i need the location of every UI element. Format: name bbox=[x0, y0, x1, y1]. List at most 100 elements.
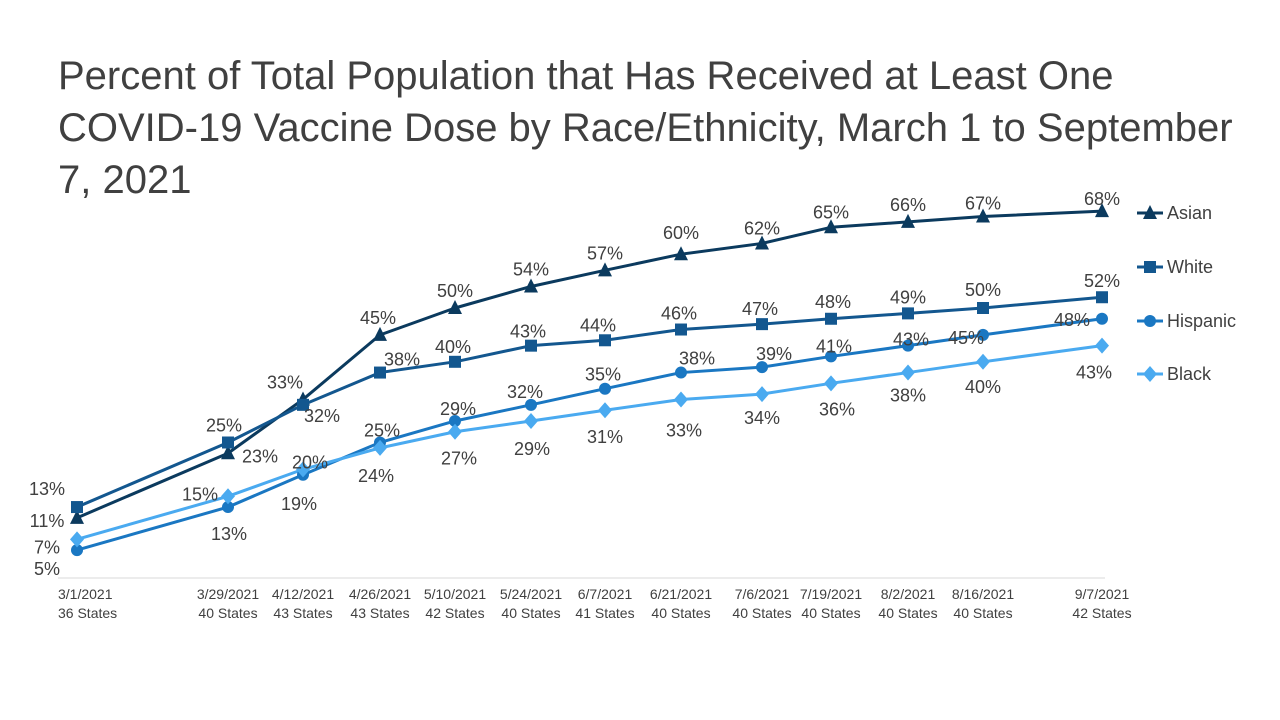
legend-label-white: White bbox=[1167, 257, 1213, 277]
data-label-hispanic: 48% bbox=[1054, 310, 1090, 330]
x-tick-label-states: 40 States bbox=[651, 605, 710, 621]
data-point-white bbox=[374, 366, 386, 379]
data-label-asian: 66% bbox=[890, 195, 926, 215]
data-point-white bbox=[675, 323, 687, 336]
data-label-asian: 57% bbox=[587, 243, 623, 263]
data-label-black: 43% bbox=[1076, 363, 1112, 383]
data-point-asian bbox=[524, 278, 538, 293]
data-point-black bbox=[598, 402, 612, 419]
data-point-hispanic bbox=[599, 382, 611, 395]
data-label-asian: 54% bbox=[513, 259, 549, 279]
x-tick-label-states: 40 States bbox=[198, 605, 257, 621]
data-point-hispanic bbox=[675, 366, 687, 379]
x-tick-label-date: 7/19/2021 bbox=[800, 586, 862, 602]
legend-marker-black bbox=[1143, 366, 1157, 382]
data-point-black bbox=[1095, 337, 1109, 354]
x-tick-label-date: 7/6/2021 bbox=[735, 586, 790, 602]
data-label-black: 38% bbox=[890, 386, 926, 406]
data-point-white bbox=[71, 501, 83, 514]
data-point-asian bbox=[373, 326, 387, 341]
data-label-hispanic: 29% bbox=[440, 399, 476, 419]
data-label-asian: 62% bbox=[744, 218, 780, 238]
data-label-white: 32% bbox=[304, 406, 340, 426]
x-tick-label-states: 40 States bbox=[801, 605, 860, 621]
data-label-white: 38% bbox=[384, 350, 420, 370]
data-point-black bbox=[824, 375, 838, 392]
data-label-hispanic: 25% bbox=[364, 421, 400, 441]
data-point-white bbox=[977, 302, 989, 314]
data-label-white: 50% bbox=[965, 280, 1001, 300]
data-point-asian bbox=[1095, 203, 1109, 218]
data-point-black bbox=[296, 461, 310, 478]
data-label-asian: 33% bbox=[267, 372, 303, 392]
data-label-asian: 45% bbox=[360, 308, 396, 328]
data-point-asian bbox=[448, 300, 462, 314]
data-point-hispanic bbox=[977, 328, 989, 341]
data-label-black: 36% bbox=[819, 399, 855, 419]
data-point-hispanic bbox=[222, 501, 234, 514]
data-label-white: 47% bbox=[742, 299, 778, 319]
data-label-asian: 23% bbox=[242, 446, 278, 466]
data-label-hispanic: 43% bbox=[893, 330, 929, 350]
data-label-white: 43% bbox=[510, 322, 546, 342]
x-tick-label-states: 36 States bbox=[58, 605, 117, 621]
x-tick-label-states: 43 States bbox=[350, 605, 409, 621]
data-point-hispanic bbox=[902, 339, 914, 352]
data-label-asian: 60% bbox=[663, 223, 699, 243]
data-point-black bbox=[70, 531, 84, 548]
data-point-white bbox=[297, 398, 309, 411]
data-label-asian: 68% bbox=[1084, 189, 1120, 209]
legend-label-hispanic: Hispanic bbox=[1167, 311, 1236, 331]
x-tick-label-date: 5/10/2021 bbox=[424, 586, 486, 602]
x-tick-label-states: 40 States bbox=[953, 605, 1012, 621]
data-label-asian: 50% bbox=[437, 281, 473, 301]
x-tick-label-states: 41 States bbox=[575, 605, 634, 621]
x-tick-label-date: 3/29/2021 bbox=[197, 586, 259, 602]
data-point-white bbox=[825, 312, 837, 325]
x-tick-label-date: 6/7/2021 bbox=[578, 586, 633, 602]
data-point-white bbox=[222, 436, 234, 449]
data-label-hispanic: 41% bbox=[816, 336, 852, 356]
data-label-hispanic: 5% bbox=[34, 559, 60, 579]
legend-label-black: Black bbox=[1167, 364, 1212, 384]
data-label-black: 15% bbox=[182, 484, 218, 504]
data-point-black bbox=[976, 353, 990, 370]
data-point-black bbox=[674, 391, 688, 408]
data-label-white: 44% bbox=[580, 315, 616, 335]
data-point-asian bbox=[976, 208, 990, 223]
data-point-hispanic bbox=[825, 350, 837, 363]
data-label-hispanic: 39% bbox=[756, 344, 792, 364]
data-label-asian: 67% bbox=[965, 194, 1001, 214]
data-label-black: 31% bbox=[587, 427, 623, 447]
data-label-black: 24% bbox=[358, 466, 394, 486]
data-point-white bbox=[449, 355, 461, 368]
data-point-asian bbox=[755, 235, 769, 250]
data-label-black: 20% bbox=[292, 452, 328, 472]
data-label-white: 25% bbox=[206, 416, 242, 436]
data-label-hispanic: 45% bbox=[948, 328, 984, 348]
chart-title: Percent of Total Population that Has Rec… bbox=[58, 54, 1233, 202]
x-tick-label-date: 6/21/2021 bbox=[650, 586, 712, 602]
legend-label-asian: Asian bbox=[1167, 203, 1212, 223]
data-point-hispanic bbox=[71, 544, 83, 557]
data-point-white bbox=[902, 307, 914, 320]
data-point-hispanic bbox=[525, 398, 537, 411]
data-point-asian bbox=[901, 213, 915, 228]
x-tick-label-states: 40 States bbox=[878, 605, 937, 621]
data-point-asian bbox=[598, 262, 612, 277]
legend-marker-white bbox=[1144, 261, 1156, 273]
data-label-black: 29% bbox=[514, 439, 550, 459]
data-label-white: 52% bbox=[1084, 271, 1120, 291]
x-tick-label-date: 5/24/2021 bbox=[500, 586, 562, 602]
legend-marker-asian bbox=[1143, 205, 1157, 219]
x-tick-label-date: 8/2/2021 bbox=[881, 586, 936, 602]
data-point-hispanic bbox=[449, 414, 461, 427]
x-tick-label-date: 9/7/2021 bbox=[1075, 586, 1130, 602]
data-point-white bbox=[525, 339, 537, 352]
data-point-black bbox=[755, 386, 769, 403]
data-point-black bbox=[373, 439, 387, 456]
x-tick-label-states: 42 States bbox=[425, 605, 484, 621]
data-point-white bbox=[756, 318, 768, 331]
data-label-hispanic: 19% bbox=[281, 494, 317, 514]
